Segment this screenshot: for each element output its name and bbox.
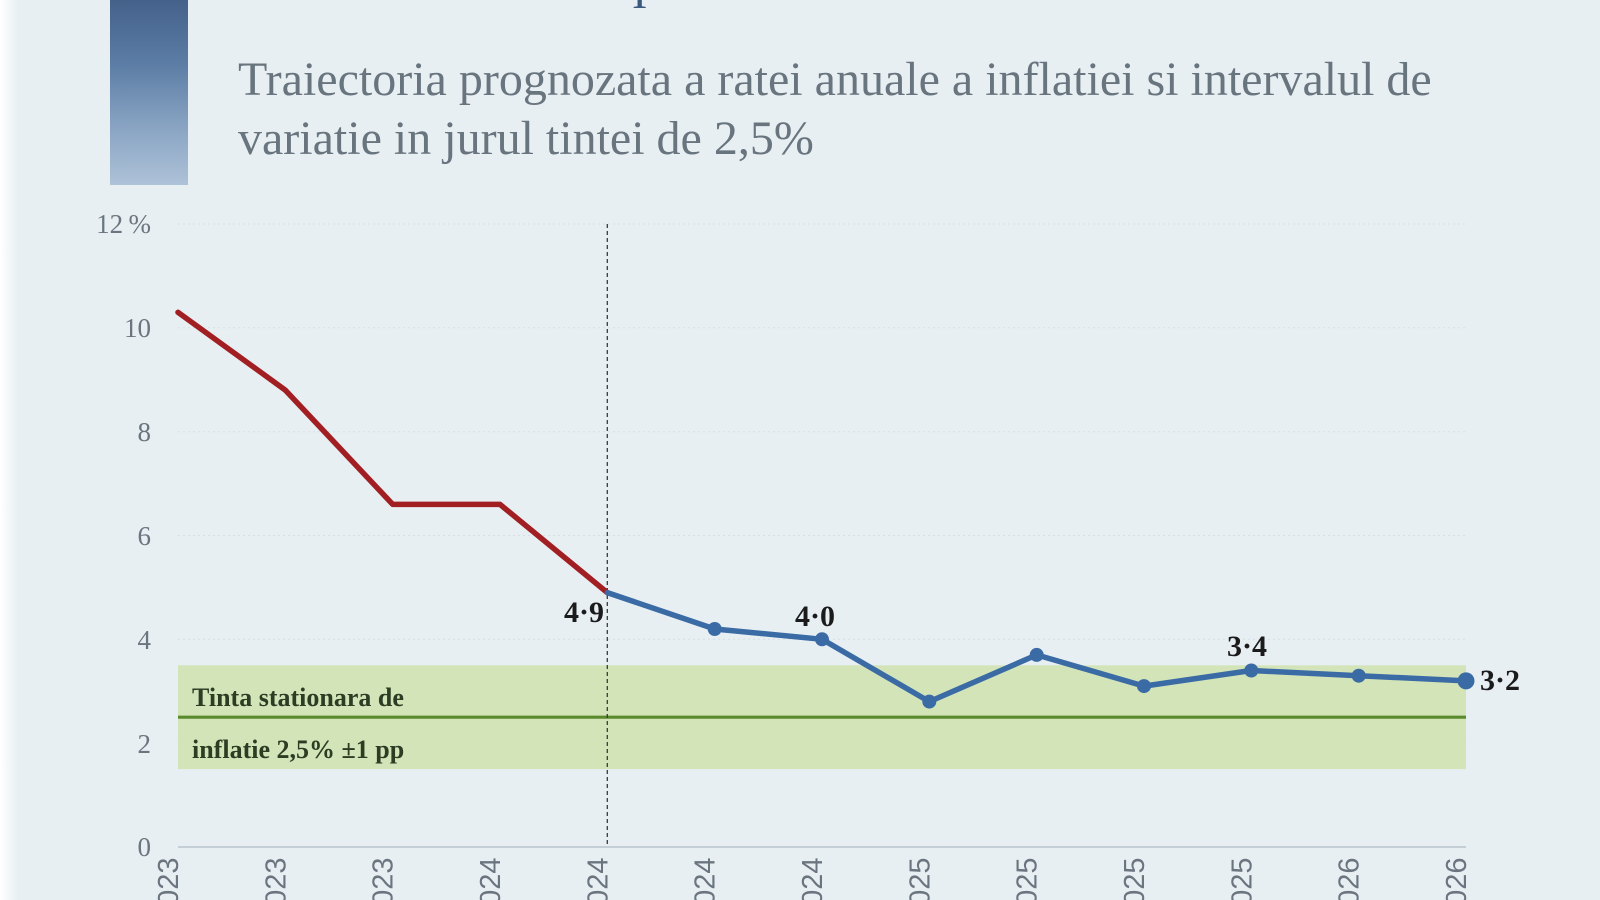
svg-text:12 %: 12 % (96, 209, 151, 239)
svg-text:6: 6 (138, 521, 152, 551)
svg-text:2024: 2024 (690, 857, 722, 900)
svg-text:2023: 2023 (368, 857, 400, 900)
svg-text:inflatie 2,5% ±1 pp: inflatie 2,5% ±1 pp (192, 735, 404, 764)
svg-text:2024: 2024 (475, 857, 507, 900)
svg-text:2023: 2023 (153, 857, 185, 900)
svg-text:2025: 2025 (1226, 857, 1258, 900)
svg-text:2026: 2026 (1441, 857, 1473, 900)
svg-text:2023: 2023 (260, 857, 292, 900)
svg-text:4: 4 (138, 625, 152, 655)
svg-text:10: 10 (124, 313, 151, 343)
svg-text:3·2: 3·2 (1480, 664, 1520, 697)
svg-text:2024: 2024 (797, 857, 829, 900)
svg-text:2025: 2025 (904, 857, 936, 900)
svg-text:4·0: 4·0 (795, 600, 835, 633)
svg-text:2026: 2026 (1334, 857, 1366, 900)
svg-text:0: 0 (138, 832, 152, 862)
svg-text:2024: 2024 (582, 857, 614, 900)
svg-text:3·4: 3·4 (1227, 630, 1267, 663)
svg-text:8: 8 (138, 417, 152, 447)
svg-text:2: 2 (138, 729, 152, 759)
svg-text:2025: 2025 (1012, 857, 1044, 900)
svg-text:2025: 2025 (1119, 857, 1151, 900)
svg-text:4·9: 4·9 (564, 596, 604, 629)
svg-text:Tinta stationara de: Tinta stationara de (192, 683, 404, 712)
